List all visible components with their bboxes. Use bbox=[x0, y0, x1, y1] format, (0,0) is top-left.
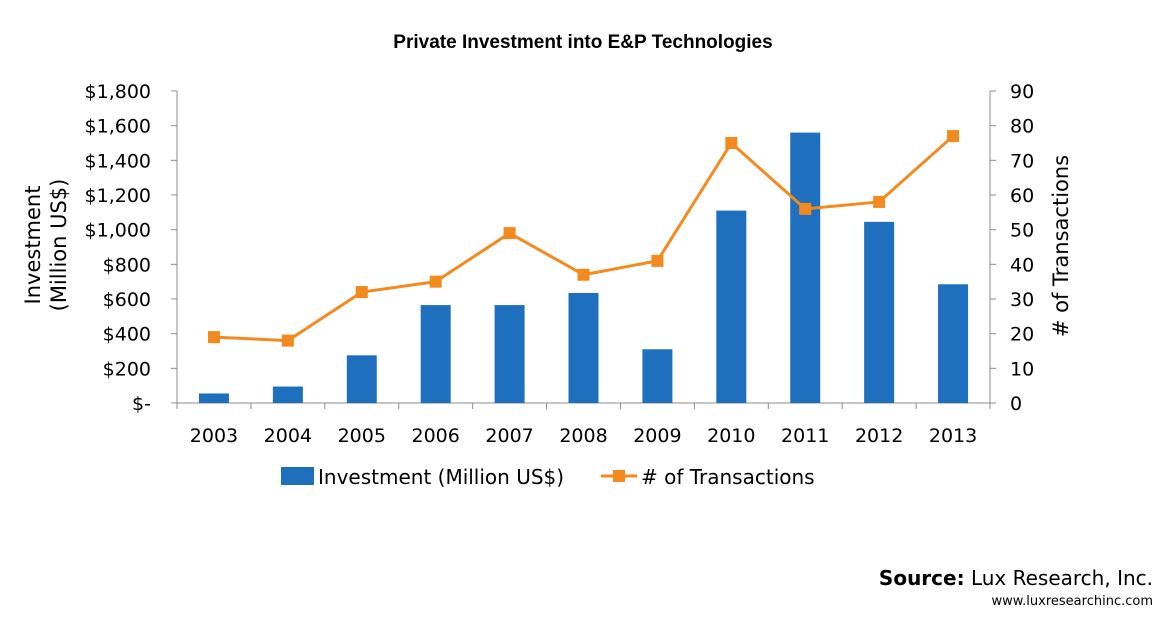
legend-label-transactions: # of Transactions bbox=[641, 465, 815, 489]
y-axis-right-label: # of Transactions bbox=[1049, 155, 1073, 337]
y-right-tick-label: 0 bbox=[1010, 393, 1022, 415]
bar-investment bbox=[346, 355, 377, 403]
bar-investment bbox=[198, 393, 229, 403]
x-tick-label: 2012 bbox=[855, 425, 903, 447]
legend-marker-transactions bbox=[613, 470, 625, 482]
y-left-tick-label: $1,800 bbox=[85, 81, 151, 103]
y-axis-left-label-line1: Investment bbox=[21, 186, 45, 305]
source-separator: : bbox=[956, 566, 965, 590]
x-tick-label: 2006 bbox=[412, 425, 460, 447]
point-transactions bbox=[355, 286, 368, 299]
bar-investment bbox=[716, 210, 747, 403]
point-transactions bbox=[873, 195, 886, 208]
y-right-tick-label: 50 bbox=[1010, 220, 1034, 242]
y-left-tick-label: $600 bbox=[103, 289, 151, 311]
y-right-tick-label: 40 bbox=[1010, 254, 1034, 276]
point-transactions bbox=[503, 227, 516, 240]
legend-label-investment: Investment (Million US$) bbox=[318, 465, 564, 489]
point-transactions bbox=[429, 275, 442, 288]
y-right-tick-label: 70 bbox=[1010, 150, 1034, 172]
y-axis-left-label-line2: (Million US$) bbox=[47, 179, 71, 312]
bar-investment bbox=[790, 132, 821, 403]
legend-swatch-investment bbox=[281, 467, 314, 485]
y-right-tick-label: 20 bbox=[1010, 324, 1034, 346]
bar-investment bbox=[272, 386, 303, 403]
x-tick-label: 2009 bbox=[633, 425, 681, 447]
y-left-tick-label: $1,600 bbox=[85, 116, 151, 138]
bar-investment bbox=[938, 284, 969, 403]
point-transactions bbox=[207, 331, 220, 344]
y-left-tick-label: $1,200 bbox=[85, 185, 151, 207]
x-tick-label: 2005 bbox=[338, 425, 386, 447]
bar-investment bbox=[568, 292, 599, 403]
x-tick-label: 2013 bbox=[929, 425, 977, 447]
x-tick-label: 2008 bbox=[559, 425, 607, 447]
bar-investment bbox=[420, 305, 451, 403]
source-name: Lux Research, Inc. bbox=[964, 566, 1153, 590]
source-label: Source bbox=[878, 566, 957, 590]
y-right-tick-label: 60 bbox=[1010, 185, 1034, 207]
source-url: www.luxresearchinc.com bbox=[991, 594, 1153, 609]
chart-title: Private Investment into E&P Technologies bbox=[393, 32, 772, 53]
legend: Investment (Million US$) # of Transactio… bbox=[281, 465, 815, 489]
point-transactions bbox=[651, 254, 664, 267]
y-right-tick-label: 80 bbox=[1010, 116, 1034, 138]
point-transactions bbox=[577, 268, 590, 281]
y-right-tick-label: 30 bbox=[1010, 289, 1034, 311]
point-transactions bbox=[947, 130, 960, 143]
point-transactions bbox=[725, 137, 738, 149]
y-left-tick-label: $1,000 bbox=[85, 220, 151, 242]
bar-investment bbox=[864, 221, 895, 403]
point-transactions bbox=[281, 334, 294, 347]
x-tick-label: 2004 bbox=[264, 425, 312, 447]
x-tick-label: 2010 bbox=[707, 425, 755, 447]
x-tick-label: 2011 bbox=[781, 425, 829, 447]
x-tick-label: 2003 bbox=[190, 425, 238, 447]
y-left-tick-label: $400 bbox=[103, 324, 151, 346]
y-left-tick-label: $1,400 bbox=[85, 150, 151, 172]
y-left-tick-label: $800 bbox=[103, 254, 151, 276]
bar-investment bbox=[494, 305, 525, 403]
x-tick-label: 2007 bbox=[485, 425, 533, 447]
source-credit: Source: Lux Research, Inc. www.luxresear… bbox=[879, 566, 1153, 609]
bar-investment bbox=[642, 349, 673, 403]
point-transactions bbox=[799, 202, 812, 215]
y-left-tick-label: $200 bbox=[103, 358, 151, 380]
y-left-tick-label: $- bbox=[132, 393, 151, 415]
y-right-tick-label: 10 bbox=[1010, 358, 1034, 380]
y-right-tick-label: 90 bbox=[1010, 81, 1034, 103]
